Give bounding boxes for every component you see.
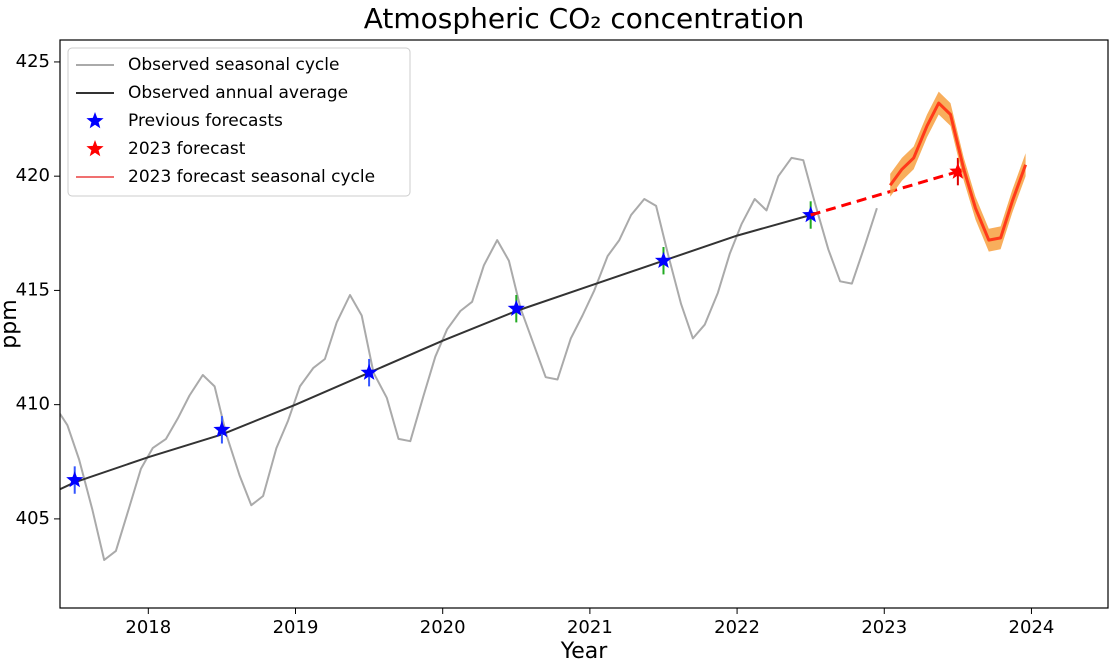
legend-swatch	[86, 140, 104, 157]
x-tick-label: 2024	[1009, 617, 1055, 638]
x-tick-label: 2018	[125, 617, 171, 638]
y-tick-label: 410	[16, 394, 50, 415]
legend-label: 2023 forecast	[128, 139, 246, 159]
chart-title: Atmospheric CO₂ concentration	[364, 2, 805, 35]
legend-box	[67, 47, 411, 197]
y-tick-label: 405	[16, 508, 50, 529]
star-marker	[507, 299, 525, 316]
star-marker	[949, 162, 967, 179]
star-marker	[66, 471, 84, 488]
y-tick-label: 420	[16, 165, 50, 186]
star-marker	[213, 420, 231, 438]
x-axis-label: Year	[560, 639, 609, 664]
legend-label: Observed seasonal cycle	[128, 55, 339, 75]
star-marker	[654, 251, 672, 268]
series-line	[888, 101, 1028, 242]
x-tick-label: 2019	[273, 617, 319, 638]
x-tick-label: 2021	[567, 617, 613, 638]
x-tick-label: 2022	[714, 617, 760, 638]
y-tick-label: 425	[16, 51, 50, 72]
legend-label: Observed annual average	[128, 83, 348, 103]
series-line	[60, 214, 811, 491]
x-tick-label: 2023	[861, 617, 907, 638]
star-marker	[360, 363, 378, 380]
plot-area	[60, 91, 1028, 561]
x-tick-label: 2020	[420, 617, 466, 638]
legend-label: Previous forecasts	[128, 111, 283, 131]
legend-swatch	[86, 112, 104, 129]
forecast-link	[810, 170, 959, 217]
series-line	[60, 156, 878, 561]
axes-frame	[59, 39, 1109, 609]
y-tick-label: 415	[16, 279, 50, 300]
legend: Observed seasonal cycle Observed annual a…	[67, 47, 411, 197]
legend-label: 2023 forecast seasonal cycle	[128, 167, 375, 187]
y-axis-label: ppm	[0, 299, 22, 348]
